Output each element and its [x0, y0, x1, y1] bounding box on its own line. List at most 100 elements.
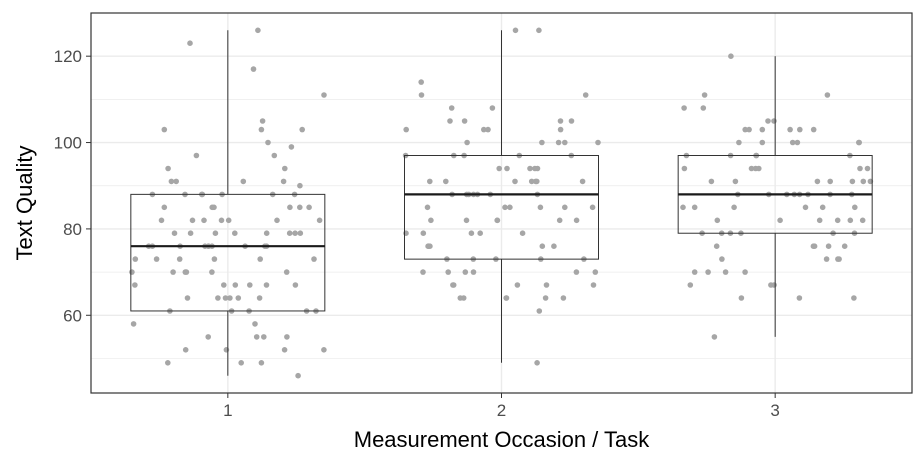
- data-point: [823, 256, 830, 262]
- data-point: [555, 139, 562, 146]
- data-point: [306, 204, 312, 211]
- data-point: [834, 217, 841, 224]
- data-point: [173, 178, 179, 185]
- data-point: [265, 139, 271, 146]
- data-point: [299, 126, 306, 133]
- data-point: [502, 204, 508, 211]
- data-point: [494, 217, 501, 224]
- data-point: [297, 230, 304, 236]
- x-tick-label: 1: [223, 401, 232, 420]
- data-point: [711, 334, 718, 340]
- data-point: [856, 139, 862, 146]
- data-point: [742, 126, 748, 133]
- data-point: [130, 321, 137, 327]
- y-tick-label: 60: [63, 306, 82, 325]
- data-point: [819, 204, 826, 211]
- data-point: [468, 230, 475, 236]
- data-point: [209, 269, 215, 275]
- y-tick-label: 100: [54, 134, 82, 153]
- data-point: [223, 347, 230, 353]
- data-point: [532, 178, 539, 185]
- data-point: [719, 256, 725, 262]
- data-point: [592, 269, 599, 275]
- data-point: [824, 92, 831, 98]
- data-point: [211, 256, 218, 262]
- data-point: [418, 79, 425, 85]
- data-point: [573, 269, 580, 275]
- data-point: [158, 217, 165, 224]
- data-point: [579, 178, 586, 185]
- data-point: [297, 204, 303, 211]
- data-point: [284, 334, 290, 340]
- data-point: [235, 295, 242, 301]
- data-point: [428, 217, 434, 224]
- data-point: [811, 243, 818, 249]
- data-point: [288, 144, 295, 150]
- data-point: [722, 269, 729, 275]
- x-tick-label: 3: [770, 401, 779, 420]
- data-point: [274, 217, 280, 224]
- data-point: [573, 217, 580, 224]
- data-point: [816, 217, 823, 224]
- data-point: [728, 53, 734, 59]
- data-point: [477, 230, 484, 236]
- data-point: [560, 295, 567, 301]
- data-point: [462, 269, 469, 275]
- data-point: [700, 105, 707, 111]
- data-point: [539, 139, 545, 146]
- box-group: [404, 30, 599, 363]
- data-point: [311, 256, 317, 262]
- data-point: [240, 178, 247, 185]
- data-point: [297, 182, 303, 189]
- data-point: [860, 178, 867, 185]
- data-point: [496, 165, 503, 172]
- data-point: [708, 178, 715, 185]
- data-point: [225, 217, 232, 224]
- data-point: [287, 204, 293, 211]
- data-point: [205, 334, 211, 340]
- data-point: [532, 165, 538, 172]
- data-point: [825, 243, 832, 249]
- data-point: [193, 152, 200, 159]
- y-axis-title: Text Quality: [12, 146, 37, 261]
- data-point: [283, 269, 290, 275]
- data-point: [463, 217, 470, 224]
- data-point: [536, 27, 542, 34]
- data-point: [420, 269, 426, 275]
- data-point: [176, 256, 183, 262]
- x-tick-label: 2: [497, 401, 506, 420]
- data-point: [457, 295, 464, 301]
- data-point: [765, 118, 771, 124]
- data-point: [691, 204, 698, 211]
- data-point: [132, 256, 139, 262]
- data-point: [687, 282, 694, 288]
- data-point: [748, 165, 755, 172]
- data-point: [212, 230, 219, 236]
- data-point: [680, 204, 686, 211]
- data-point: [263, 282, 270, 288]
- data-point: [512, 27, 519, 34]
- data-point: [259, 118, 266, 124]
- data-point: [847, 217, 854, 224]
- data-point: [701, 92, 708, 98]
- data-point: [286, 230, 293, 236]
- data-point: [165, 165, 171, 172]
- data-point: [424, 204, 431, 211]
- data-point: [714, 217, 721, 224]
- data-point: [321, 347, 327, 353]
- data-point: [738, 295, 745, 301]
- data-point: [681, 105, 687, 111]
- data-point: [443, 178, 449, 185]
- data-point: [537, 204, 544, 211]
- data-point: [794, 139, 801, 146]
- data-point: [247, 282, 253, 288]
- data-point: [736, 139, 742, 146]
- data-point: [810, 126, 817, 133]
- data-point: [857, 165, 863, 172]
- x-axis-title: Measurement Occasion / Task: [354, 427, 650, 452]
- y-axis: 60 80 100 120: [54, 47, 91, 325]
- data-point: [256, 295, 263, 301]
- data-point: [681, 165, 688, 172]
- data-point: [742, 269, 748, 275]
